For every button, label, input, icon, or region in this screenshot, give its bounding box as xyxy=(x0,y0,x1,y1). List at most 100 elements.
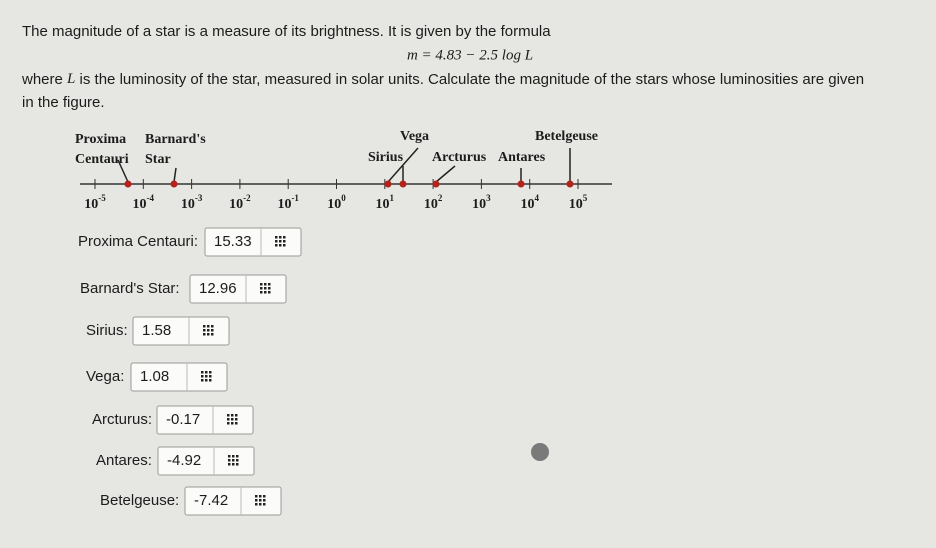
tick-base: 10 xyxy=(472,197,486,212)
star-dot xyxy=(124,180,132,188)
tick-base: 10 xyxy=(84,197,98,212)
star-label: Sirius xyxy=(368,150,404,165)
pointer xyxy=(117,159,129,183)
answer-value: 15.33 xyxy=(214,233,252,250)
star-label: Star xyxy=(145,152,171,167)
keypad-icon xyxy=(268,287,271,290)
keypad-icon xyxy=(260,283,263,286)
star-dot xyxy=(566,180,574,188)
answer-label: Betelgeuse: xyxy=(100,492,179,509)
keypad-icon xyxy=(211,325,214,328)
keypad-icon xyxy=(211,333,214,336)
tick-exponent: 1 xyxy=(390,193,395,203)
keypad-icon xyxy=(268,283,271,286)
keypad-icon xyxy=(263,503,266,506)
tick-label: 101 xyxy=(376,193,395,212)
tick-label: 103 xyxy=(472,193,491,212)
tick-exponent: 0 xyxy=(341,193,346,203)
answer-label: Antares: xyxy=(96,452,152,469)
keypad-icon xyxy=(228,463,231,466)
keypad-icon xyxy=(228,459,231,462)
tick-label: 104 xyxy=(520,193,539,212)
pointer xyxy=(387,147,419,183)
tick-base: 10 xyxy=(327,197,341,212)
formula: m = 4.83 − 2.5 log L xyxy=(407,47,533,63)
tick-base: 10 xyxy=(181,197,195,212)
keypad-icon xyxy=(260,291,263,294)
star-dot xyxy=(517,180,525,188)
keypad-icon xyxy=(205,371,208,374)
keypad-icon xyxy=(231,418,234,421)
tick-exponent: 2 xyxy=(438,193,443,203)
keypad-icon xyxy=(232,455,235,458)
keypad-icon xyxy=(264,287,267,290)
tick-label: 10-2 xyxy=(229,193,251,212)
intro-text: The magnitude of a star is a measure of … xyxy=(22,23,551,40)
answer-value: -4.92 xyxy=(167,452,201,469)
keypad-icon xyxy=(205,379,208,382)
tick-base: 10 xyxy=(424,197,438,212)
answer-label: Arcturus: xyxy=(92,411,152,428)
star-label: Antares xyxy=(498,150,546,165)
answer-box[interactable] xyxy=(130,362,228,392)
keypad-icon xyxy=(201,371,204,374)
keypad-icon xyxy=(209,375,212,378)
tick-base: 10 xyxy=(229,197,243,212)
answer-box[interactable] xyxy=(156,405,254,435)
answer-box[interactable] xyxy=(189,274,287,304)
tick-base: 10 xyxy=(133,197,147,212)
keypad-icon xyxy=(211,329,214,332)
keypad-icon xyxy=(203,325,206,328)
keypad-icon xyxy=(264,283,267,286)
tick-label: 10-5 xyxy=(84,193,106,212)
keypad-icon xyxy=(264,291,267,294)
keypad-icon xyxy=(255,503,258,506)
question-variable: L xyxy=(66,71,75,87)
keypad-icon xyxy=(236,455,239,458)
answer-value: -0.17 xyxy=(166,411,200,428)
star-dot xyxy=(432,180,440,188)
keypad-icon xyxy=(236,459,239,462)
keypad-icon xyxy=(227,418,230,421)
tick-exponent: 4 xyxy=(534,193,539,203)
keypad-icon xyxy=(259,503,262,506)
keypad-icon xyxy=(231,422,234,425)
keypad-icon xyxy=(283,244,286,247)
keypad-icon xyxy=(283,240,286,243)
answer-box[interactable] xyxy=(132,316,230,346)
keypad-icon xyxy=(279,236,282,239)
answer-box[interactable] xyxy=(184,486,282,516)
keypad-icon xyxy=(263,499,266,502)
answer-box[interactable] xyxy=(157,446,255,476)
keypad-icon xyxy=(275,244,278,247)
star-label: Arcturus xyxy=(432,150,487,165)
keypad-icon xyxy=(279,244,282,247)
keypad-icon xyxy=(207,329,210,332)
question-text: where L is the luminosity of the star, m… xyxy=(21,71,864,88)
keypad-icon xyxy=(255,495,258,498)
keypad-icon xyxy=(231,414,234,417)
keypad-icon xyxy=(227,414,230,417)
keypad-icon xyxy=(207,325,210,328)
pointer xyxy=(435,165,456,183)
star-dot xyxy=(399,180,407,188)
keypad-icon xyxy=(203,329,206,332)
tick-label: 10-3 xyxy=(181,193,203,212)
keypad-icon xyxy=(201,379,204,382)
keypad-icon xyxy=(235,414,238,417)
answer-box[interactable] xyxy=(204,227,302,257)
pointer xyxy=(173,167,177,183)
question-after: is the luminosity of the star, measured … xyxy=(80,71,865,88)
tick-label: 105 xyxy=(569,193,588,212)
keypad-icon xyxy=(268,291,271,294)
answer-label: Vega: xyxy=(86,368,124,385)
question-before: where xyxy=(21,71,63,88)
keypad-icon xyxy=(235,418,238,421)
star-dot xyxy=(170,180,178,188)
keypad-icon xyxy=(207,333,210,336)
star-dot xyxy=(384,180,392,188)
keypad-icon xyxy=(205,375,208,378)
keypad-icon xyxy=(260,287,263,290)
keypad-icon xyxy=(227,422,230,425)
